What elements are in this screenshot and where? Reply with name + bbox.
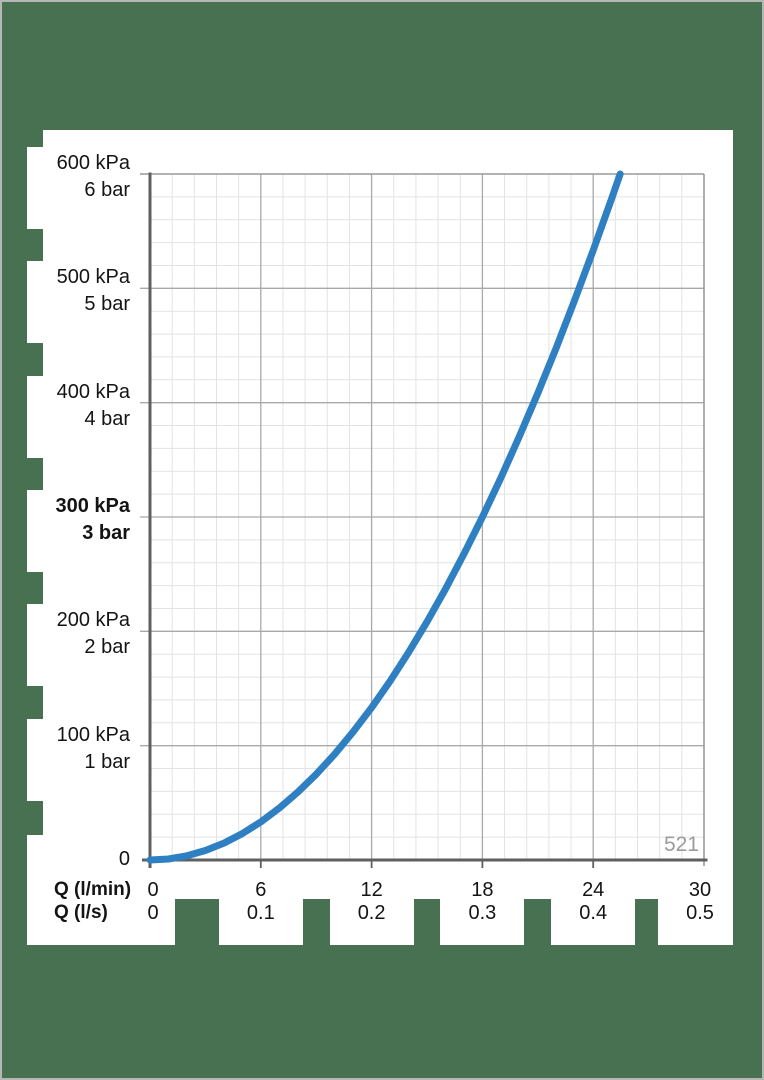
y-axis-label-0: 0 [118, 848, 130, 870]
x-label-background-tab [329, 899, 414, 945]
pressure-drop-line [146, 170, 624, 864]
x-axis-label-ls: Q (l/s) [54, 902, 108, 923]
y-label-kpa: 600 kPa [56, 152, 130, 174]
major-gridlines [140, 174, 704, 860]
y-label-background-tab [27, 604, 43, 687]
y-axis-label-200: 200 kPa 2 bar [57, 607, 130, 661]
x-axis-label-lmin: Q (l/min) [54, 879, 132, 900]
y-axis-label-600: 600 kPa 6 bar [57, 150, 130, 204]
x-tick-ls-0.1: 0.1 [246, 902, 275, 924]
x-label-background-tab [218, 899, 303, 945]
y-label-kpa: 500 kPa [56, 266, 130, 289]
y-label-bar: 2 bar [84, 636, 130, 659]
y-label-bar: 3 bar [82, 522, 130, 544]
y-label-kpa: 400 kPa [56, 380, 130, 403]
y-label-background-tab [27, 147, 43, 229]
x-tick-ls-0.3: 0.3 [468, 902, 497, 924]
y-label-kpa: 100 kPa [56, 723, 130, 746]
x-tick-lmin-0: 0 [147, 879, 159, 901]
y-label-background-tab [27, 490, 43, 572]
x-label-background-tab [440, 899, 525, 945]
y-label-bar: 5 bar [84, 293, 130, 316]
figure-number-annotation: 521 [663, 833, 699, 856]
y-axis-label-400: 400 kPa 4 bar [57, 379, 130, 433]
x-label-background-tab [658, 899, 733, 945]
x-labels-background-block [27, 899, 175, 945]
y-axis-label-100: 100 kPa 1 bar [57, 722, 130, 776]
y-label-background-tab [27, 375, 43, 458]
y-label-bar: 4 bar [84, 407, 130, 430]
chart-panel-background [43, 130, 733, 899]
chart-frame-lines [140, 173, 705, 866]
x-tick-ls-0.5: 0.5 [686, 902, 714, 924]
x-tick-lmin-30: 30 [688, 879, 712, 901]
x-tick-lmin-6: 6 [255, 879, 267, 901]
y-zero-background-tab [27, 835, 43, 899]
x-tick-lmin-18: 18 [471, 879, 494, 901]
y-label-background-tab [27, 718, 43, 801]
y-axis-label-500: 500 kPa 5 bar [57, 264, 130, 318]
x-tick-lmin-24: 24 [582, 879, 605, 901]
pressure-drop-curve [146, 170, 624, 864]
x-tick-ls-0.4: 0.4 [579, 902, 608, 924]
x-tick-ls-0: 0 [147, 902, 159, 924]
y-label-bar: 6 bar [84, 179, 130, 201]
y-label-bar: 1 bar [84, 750, 130, 773]
x-label-background-tab [551, 899, 636, 945]
x-tick-ls-0.2: 0.2 [357, 902, 386, 924]
x-tick-lmin-12: 12 [360, 879, 383, 901]
axes-and-ticks [142, 172, 708, 868]
y-label-kpa: 300 kPa [55, 495, 130, 517]
y-label-kpa: 200 kPa [56, 609, 130, 632]
y-axis-label-300: 300 kPa 3 bar [55, 493, 130, 547]
y-label-background-tab [27, 261, 43, 344]
